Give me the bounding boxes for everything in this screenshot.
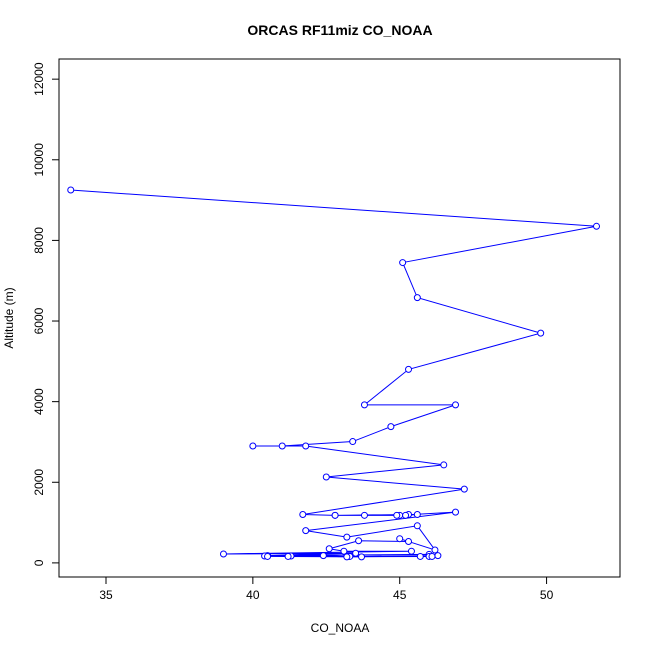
data-point bbox=[413, 522, 421, 530]
y-axis: 0 2000 4000 6000 8000 10000 12000 bbox=[32, 62, 60, 566]
data-point bbox=[434, 552, 442, 560]
data-point bbox=[355, 537, 363, 545]
data-point bbox=[322, 473, 330, 481]
data-point bbox=[278, 442, 286, 450]
data-point bbox=[302, 527, 310, 535]
series-group bbox=[67, 186, 601, 561]
data-point bbox=[284, 552, 292, 560]
data-point bbox=[360, 511, 368, 519]
data-point bbox=[67, 186, 75, 194]
data-point bbox=[249, 442, 257, 450]
data-point bbox=[331, 511, 339, 519]
plot-frame bbox=[58, 58, 621, 578]
data-point bbox=[349, 438, 357, 446]
data-point bbox=[440, 461, 448, 469]
y-tick-label: 10000 bbox=[32, 143, 46, 177]
data-point bbox=[593, 222, 601, 230]
y-tick-label: 12000 bbox=[32, 62, 46, 96]
x-axis: 35 40 45 50 bbox=[99, 576, 554, 602]
data-point bbox=[460, 485, 468, 493]
data-point bbox=[325, 545, 333, 553]
data-point bbox=[340, 547, 348, 555]
y-tick-label: 8000 bbox=[32, 227, 46, 254]
data-point bbox=[352, 549, 360, 557]
x-tick-label: 40 bbox=[246, 588, 260, 602]
data-point bbox=[431, 546, 439, 554]
y-tick-label: 0 bbox=[32, 559, 46, 566]
x-tick-label: 45 bbox=[393, 588, 407, 602]
data-point bbox=[393, 511, 401, 519]
data-point bbox=[407, 547, 415, 555]
x-tick-label: 50 bbox=[540, 588, 554, 602]
data-point bbox=[343, 553, 351, 561]
data-point bbox=[358, 553, 366, 561]
x-tick-label: 35 bbox=[99, 588, 113, 602]
data-point bbox=[405, 538, 413, 546]
data-point bbox=[387, 423, 395, 431]
data-point bbox=[343, 533, 351, 541]
data-point bbox=[413, 294, 421, 302]
data-point bbox=[452, 401, 460, 409]
data-point bbox=[319, 552, 327, 560]
data-point bbox=[452, 508, 460, 516]
data-point bbox=[428, 552, 436, 560]
y-tick-label: 4000 bbox=[32, 388, 46, 415]
series-line bbox=[70, 189, 597, 558]
y-tick-label: 6000 bbox=[32, 307, 46, 334]
data-point bbox=[537, 329, 545, 337]
data-point bbox=[360, 401, 368, 409]
data-point bbox=[402, 511, 410, 519]
data-point bbox=[219, 550, 227, 558]
x-axis-label: CO_NOAA bbox=[311, 621, 370, 635]
chart-title: ORCAS RF11miz CO_NOAA bbox=[247, 22, 432, 38]
data-point bbox=[302, 442, 310, 450]
data-point bbox=[264, 552, 272, 560]
data-point bbox=[416, 552, 424, 560]
data-point bbox=[413, 511, 421, 519]
data-point bbox=[299, 511, 307, 519]
data-point bbox=[399, 259, 407, 267]
data-point bbox=[405, 365, 413, 373]
y-axis-label: Altitude (m) bbox=[2, 287, 16, 348]
data-point bbox=[396, 535, 404, 543]
y-tick-label: 2000 bbox=[32, 469, 46, 496]
